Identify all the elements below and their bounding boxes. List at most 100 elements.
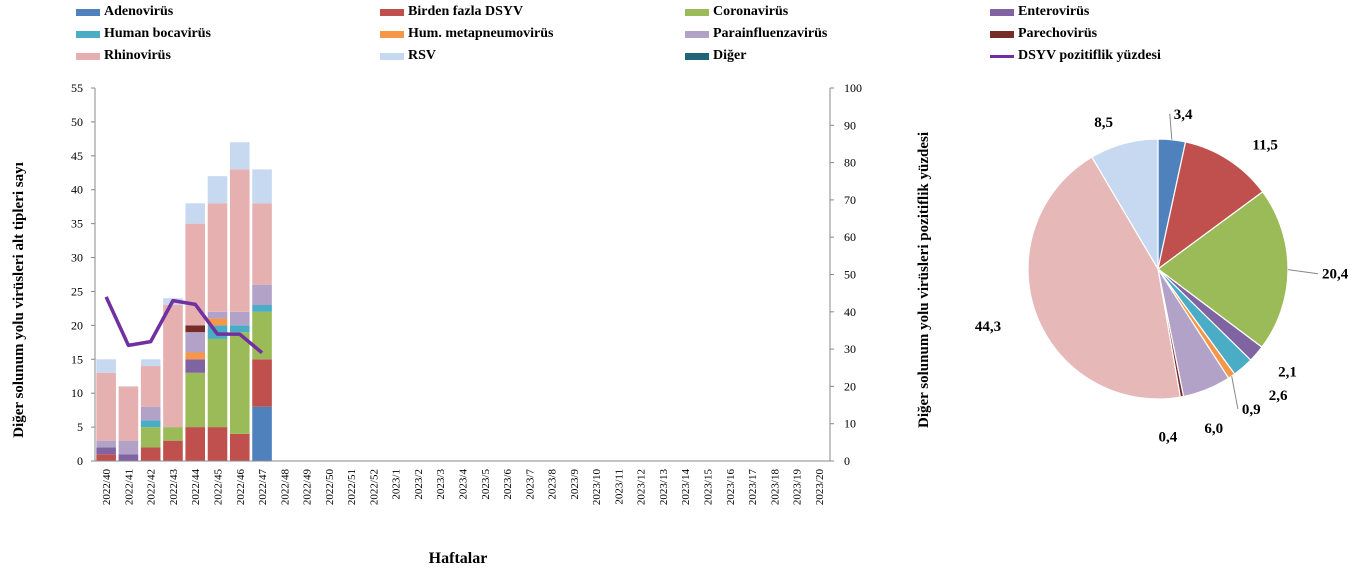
- x-tick-label: 2023/2: [413, 469, 425, 500]
- bar-segment: [185, 203, 206, 224]
- y-axis-right-title: Diğer solunum yolu virüsleri pozitiflik …: [916, 132, 932, 428]
- bar-segment: [140, 366, 161, 407]
- pie-slice-label: 0,4: [1158, 429, 1177, 445]
- pie-leader-line: [1169, 113, 1173, 140]
- pie-slice: [1027, 156, 1182, 400]
- y-right-tick-label: 30: [844, 342, 856, 356]
- bar-segment: [229, 332, 250, 434]
- bar-segment: [207, 203, 228, 312]
- chart-legend: Adenovirüs Birden fazla DSYV Coronavirüs…: [0, 0, 1352, 70]
- x-tick-label: 2022/41: [123, 469, 135, 505]
- x-tick-label: 2023/12: [636, 469, 648, 505]
- bar-segment: [252, 284, 272, 306]
- legend-item-enterovirus: Enterovirüs: [990, 2, 1089, 22]
- x-tick-label: 2023/9: [569, 469, 581, 500]
- legend-swatch: [685, 8, 709, 16]
- positivity-line: [104, 296, 264, 355]
- x-tick-label: 2023/7: [524, 469, 536, 500]
- bar-segment: [229, 169, 250, 312]
- y-tick-label: 30: [71, 251, 83, 265]
- pie-slice-label: 11,5: [1252, 138, 1277, 154]
- legend-swatch: [990, 8, 1014, 16]
- x-tick-label: 2023/8: [547, 469, 559, 500]
- bar-segment: [185, 325, 206, 333]
- bar-segment: [252, 169, 272, 204]
- x-tick-label: 2023/16: [725, 469, 737, 506]
- bar-segment: [229, 433, 250, 461]
- legend-label: Human bocavirüs: [104, 26, 211, 41]
- legend-swatch: [685, 30, 709, 38]
- x-tick-label: 2023/15: [703, 469, 715, 506]
- x-tick-label: 2022/42: [146, 469, 158, 505]
- y-right-tick-label: 20: [844, 379, 856, 393]
- x-tick-label: 2023/14: [680, 469, 692, 506]
- bar-segment: [185, 359, 206, 373]
- y-right-tick-label: 40: [844, 305, 856, 319]
- bar-segment: [140, 406, 161, 421]
- legend-line-swatch: [990, 54, 1014, 58]
- legend-item-diger: Diğer: [685, 46, 746, 66]
- legend-item-human-bocavirus: Human bocavirüs: [76, 24, 211, 44]
- y-tick-label: 55: [71, 81, 83, 95]
- pie-slice-label: 44,3: [975, 319, 1001, 335]
- legend-item-coronavirus: Coronavirüs: [685, 2, 788, 22]
- legend-label: Birden fazla DSYV: [408, 4, 524, 19]
- legend-item-birden-fazla-dsyv: Birden fazla DSYV: [380, 2, 523, 22]
- x-tick-label: 2023/10: [591, 469, 603, 506]
- bar-segment: [207, 311, 228, 319]
- pie-slice-label: 2,1: [1278, 365, 1297, 381]
- x-tick-label: 2022/43: [168, 469, 180, 506]
- bar-segment: [163, 305, 183, 428]
- legend-swatch: [380, 52, 404, 60]
- x-tick-label: 2022/44: [190, 469, 202, 506]
- legend-swatch: [380, 8, 404, 16]
- x-tick-label: 2022/51: [346, 469, 358, 505]
- x-tick-label: 2023/13: [658, 469, 670, 506]
- legend-label: Enterovirüs: [1018, 4, 1090, 19]
- pie-slice-label: 6,0: [1204, 421, 1223, 437]
- legend-label: Diğer: [713, 48, 747, 63]
- x-tick-label: 2022/47: [257, 469, 269, 506]
- y-tick-label: 40: [71, 183, 83, 197]
- bar-segment: [96, 372, 116, 441]
- x-axis-title: Haftalar: [429, 550, 488, 567]
- y-right-tick-label: 60: [844, 230, 856, 244]
- legend-label: Coronavirüs: [713, 4, 789, 19]
- x-tick-label: 2023/20: [814, 469, 826, 506]
- pie-leader-line: [1231, 376, 1239, 410]
- y-right-tick-label: 10: [844, 417, 856, 431]
- bar-segment: [140, 447, 161, 461]
- bar-segment: [185, 332, 206, 353]
- y-tick-label: 50: [71, 115, 83, 129]
- x-tick-label: 2022/46: [235, 469, 247, 506]
- pie-slice: [1157, 141, 1264, 271]
- legend-item-adenovirus: Adenovirüs: [76, 2, 173, 22]
- y-tick-label: 5: [77, 420, 83, 434]
- y-tick-label: 35: [71, 217, 83, 231]
- y-right-tick-label: 70: [844, 193, 856, 207]
- pie-slice: [1091, 138, 1159, 272]
- bar-segment: [185, 427, 206, 461]
- legend-item-dsyv-pozitiflik: DSYV pozitiflik yüzdesi: [990, 46, 1161, 66]
- bar-segment: [96, 447, 116, 455]
- pie-slice-label: 2,6: [1269, 388, 1288, 404]
- legend-item-rhinovirus: Rhinovirüs: [76, 46, 171, 66]
- x-tick-label: 2023/18: [769, 469, 781, 506]
- bar-segment: [252, 359, 272, 407]
- x-tick-label: 2022/49: [302, 469, 314, 506]
- bar-segment: [229, 325, 250, 333]
- x-tick-label: 2023/1: [391, 469, 403, 500]
- x-tick-label: 2023/5: [480, 469, 492, 500]
- bar-segment: [207, 338, 228, 428]
- legend-item-parainfluenzavirus: Parainfluenzavirüs: [685, 24, 827, 44]
- bar-segment: [118, 440, 139, 455]
- x-tick-label: 2023/11: [613, 469, 625, 505]
- y-tick-label: 25: [71, 284, 83, 298]
- x-tick-label: 2022/50: [324, 469, 336, 506]
- legend-item-hum-metapneumovirus: Hum. metapneumovirüs: [380, 24, 553, 44]
- legend-swatch: [76, 30, 100, 38]
- legend-label: RSV: [408, 48, 437, 63]
- bar-segment: [96, 359, 116, 373]
- y-tick-label: 45: [71, 149, 83, 163]
